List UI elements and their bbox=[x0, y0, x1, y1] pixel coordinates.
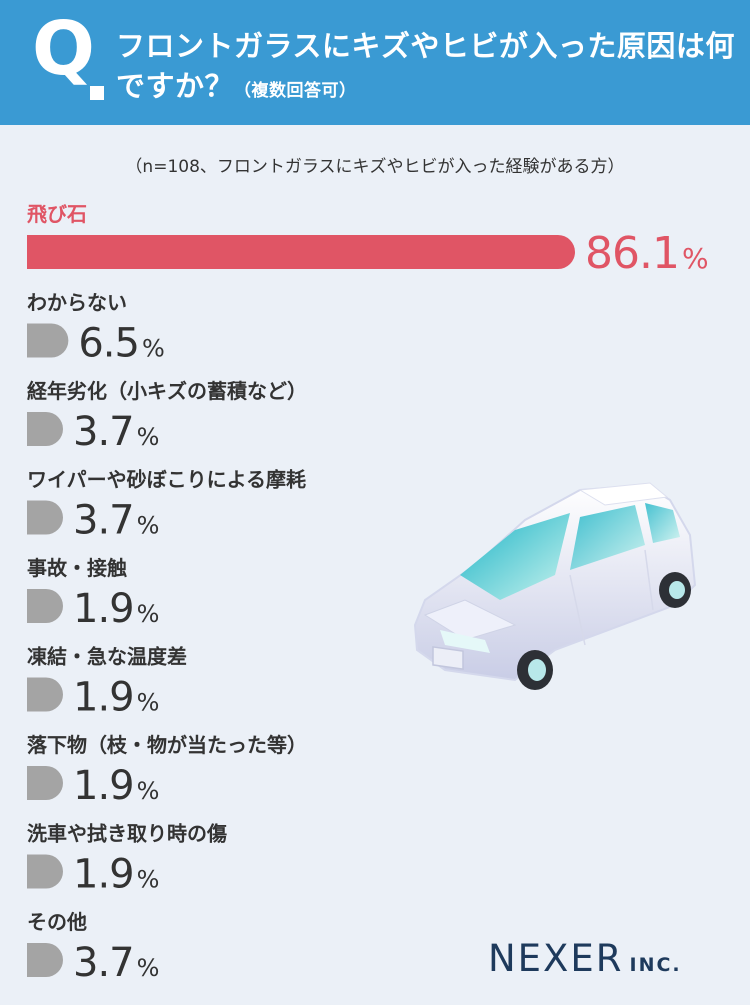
car-illustration bbox=[413, 482, 697, 690]
bar bbox=[27, 677, 63, 712]
category-label: その他 bbox=[27, 910, 87, 934]
category-label: 凍結・急な温度差 bbox=[27, 645, 187, 669]
category-label: 飛び石 bbox=[27, 202, 87, 226]
nexer-logo: NEXER INC. bbox=[488, 940, 682, 977]
question-text: フロントガラスにキズやヒビが入った原因は何ですか？ bbox=[116, 29, 735, 103]
logo-suffix: INC. bbox=[629, 954, 682, 976]
logo-main: NEXER bbox=[488, 937, 624, 980]
bar bbox=[27, 235, 575, 269]
value-label: 1.9% bbox=[73, 586, 159, 632]
q-dot bbox=[90, 86, 104, 100]
sample-note: （n=108、フロントガラスにキズやヒビが入った経験がある方） bbox=[125, 157, 625, 177]
value-label: 6.5% bbox=[78, 321, 164, 367]
question-suffix: （複数回答可） bbox=[234, 81, 357, 101]
value-label: 1.9% bbox=[73, 763, 159, 809]
category-label: ワイパーや砂ぼこりによる摩耗 bbox=[27, 468, 306, 492]
category-label: 落下物（枝・物が当たった等） bbox=[27, 733, 307, 757]
question-title: フロントガラスにキズやヒビが入った原因は何ですか？（複数回答可） bbox=[116, 26, 736, 111]
bar bbox=[27, 854, 63, 889]
value-label: 86.1% bbox=[585, 228, 709, 279]
category-label: 経年劣化（小キズの蓄積など） bbox=[27, 379, 307, 403]
bar bbox=[27, 323, 69, 358]
bar bbox=[27, 500, 63, 535]
category-label: 洗車や拭き取り時の傷 bbox=[27, 822, 227, 846]
question-header: Q フロントガラスにキズやヒビが入った原因は何ですか？（複数回答可） bbox=[0, 0, 750, 125]
bar bbox=[27, 943, 63, 977]
bar bbox=[27, 589, 63, 623]
category-label: 事故・接触 bbox=[27, 556, 127, 580]
value-label: 3.7% bbox=[73, 498, 159, 544]
value-label: 1.9% bbox=[73, 675, 159, 721]
category-label: わからない bbox=[27, 291, 127, 315]
value-label: 3.7% bbox=[73, 940, 159, 986]
q-mark: Q bbox=[32, 6, 95, 92]
bar bbox=[27, 766, 63, 800]
value-label: 1.9% bbox=[73, 852, 159, 898]
bar bbox=[27, 412, 63, 446]
value-label: 3.7% bbox=[73, 409, 159, 455]
